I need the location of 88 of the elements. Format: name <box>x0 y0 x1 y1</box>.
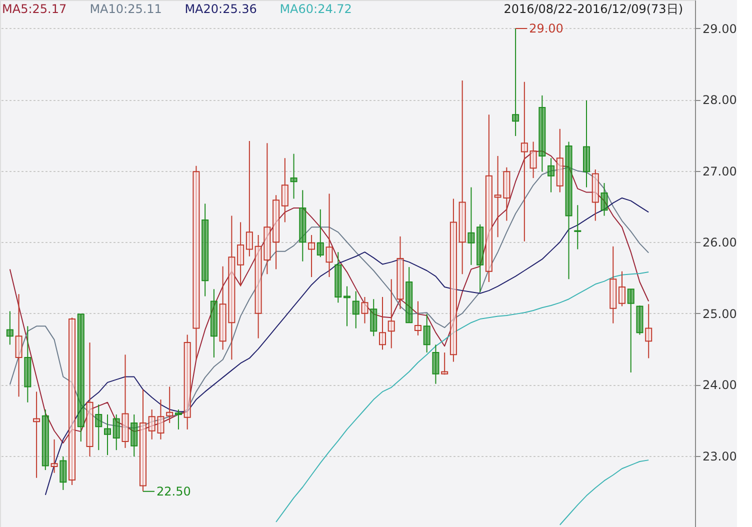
candlestick <box>228 215 236 360</box>
candlestick <box>246 140 253 257</box>
candlestick <box>122 354 129 448</box>
candlestick <box>352 290 360 329</box>
candlestick <box>627 288 634 373</box>
y-tick-label: 25.00 <box>702 306 737 321</box>
candlestick <box>60 456 67 490</box>
candlestick <box>6 310 14 346</box>
candlestick <box>476 224 484 292</box>
candlestick <box>441 352 448 376</box>
candlestick <box>414 300 422 336</box>
candlestick <box>326 193 333 278</box>
candlestick <box>556 128 564 193</box>
candlestick <box>548 158 555 193</box>
candlestick <box>423 314 430 354</box>
y-tick-label: 24.00 <box>702 378 737 392</box>
candlestick <box>86 342 94 457</box>
candlestick <box>184 334 191 430</box>
y-tick-label: 27.00 <box>702 164 737 178</box>
candlestick <box>174 408 182 430</box>
annotation: 22.50 <box>156 484 191 498</box>
candlestick <box>361 296 368 324</box>
candlestick <box>77 314 84 442</box>
candlestick <box>95 404 102 451</box>
candlestick <box>192 165 200 360</box>
candlestick <box>512 28 520 137</box>
candlestick <box>494 155 502 238</box>
y-tick-label: 28.00 <box>702 93 737 108</box>
candlestick <box>281 158 288 223</box>
candlestick <box>370 298 378 337</box>
candlestick <box>583 100 590 188</box>
candlestick <box>520 81 528 242</box>
candlestick <box>50 438 58 474</box>
text: MA60:24.72 <box>280 2 352 16</box>
candlestick <box>264 142 271 275</box>
candlestick <box>15 294 22 398</box>
candlestick <box>202 203 209 297</box>
candlestick <box>237 222 244 287</box>
candlestick <box>468 186 475 266</box>
candlestick <box>432 344 440 384</box>
candlestick <box>574 204 582 250</box>
candlestick <box>308 234 316 278</box>
candlestick <box>334 252 342 304</box>
y-tick-label: 23.00 <box>702 449 737 464</box>
candlestick <box>299 190 306 262</box>
candlestick <box>592 168 599 222</box>
candlestick <box>272 194 280 270</box>
candlestick <box>254 234 262 339</box>
line-series <box>559 460 650 526</box>
y-tick-label: 29.00 <box>702 22 737 36</box>
candlestick <box>130 414 138 457</box>
candlestick <box>42 408 49 471</box>
text: MA20:25.36 <box>184 2 257 16</box>
candlestick <box>458 80 466 275</box>
candlestick <box>636 305 644 336</box>
candlestick <box>538 94 546 172</box>
candlestick <box>104 414 112 456</box>
candlestick <box>485 114 492 283</box>
candlestick <box>148 408 156 440</box>
candlestick <box>645 304 652 359</box>
candlestick <box>388 278 395 349</box>
candlestick <box>396 236 404 310</box>
line-series <box>276 272 650 523</box>
candlestick <box>610 246 617 324</box>
candlestick <box>68 317 76 486</box>
candlestick <box>378 296 386 350</box>
candlestick <box>530 141 537 179</box>
candlestick <box>157 399 164 440</box>
candlestick <box>112 414 120 451</box>
annotation: 2016/08/22-2016/12/09(73日) <box>504 2 683 16</box>
candlestick <box>24 326 32 403</box>
candlestick <box>600 182 608 216</box>
candlestick <box>210 288 218 358</box>
candlestick <box>219 266 226 350</box>
candlestick <box>503 166 510 222</box>
y-tick-label: 26.00 <box>702 236 737 250</box>
candlestick <box>139 389 146 492</box>
candlestick <box>290 153 298 200</box>
candlestick <box>166 386 174 424</box>
candlestick <box>406 266 413 324</box>
annotation: 29.00 <box>529 21 564 36</box>
candlestick <box>618 270 626 307</box>
text: MA5:25.17 <box>2 2 67 16</box>
candlestick <box>565 141 572 280</box>
candlestick <box>316 208 324 258</box>
candlestick <box>33 391 40 478</box>
candlestick <box>450 198 457 362</box>
text: MA10:25.11 <box>90 2 162 16</box>
